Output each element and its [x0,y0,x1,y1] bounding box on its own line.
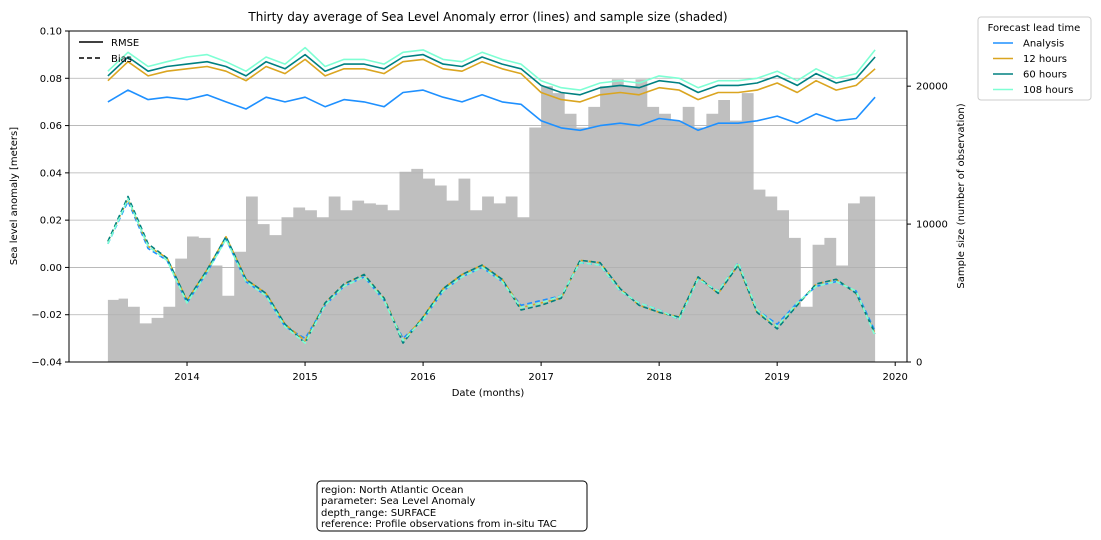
y-tick-label: −0.04 [31,358,62,369]
y2-tick-label: 0 [916,358,922,369]
series-legend-box [977,16,1092,101]
style-legend-label: Bias [111,54,132,65]
x-tick-label: 2015 [292,372,317,383]
bias-line-12-hours [107,198,876,342]
sample-size-area [107,79,876,363]
chart-title: Thirty day average of Sea Level Anomaly … [247,10,727,24]
y-tick-label: 0.00 [40,263,62,274]
info-line-depth: depth_range: SURFACE [321,508,436,519]
y-tick-label: −0.02 [31,310,62,321]
x-tick-label: 2014 [174,372,199,383]
y2-axis-ticks: 0 10000 20000 [907,82,948,369]
info-line-region: region: North Atlantic Ocean [321,485,464,496]
info-box: region: North Atlantic Ocean parameter: … [316,480,588,532]
y-axis-ticks: −0.04 −0.02 0.00 0.02 0.04 0.06 0.08 0.10 [31,27,69,369]
x-axis-ticks: 2014 2015 2016 2017 2018 2019 2020 [174,362,908,383]
x-tick-label: 2019 [764,372,789,383]
legend-label: Analysis [1023,39,1064,50]
bias-line-108-hours [107,198,876,344]
style-legend: RMSE Bias [79,38,139,65]
info-line-parameter: parameter: Sea Level Anomaly [321,496,475,507]
y-tick-label: 0.10 [40,27,62,38]
series-legend: Forecast lead time Analysis 12 hours 60 ho… [977,16,1092,101]
bias-line-60-hours [107,195,876,344]
y-axis-label: Sea level anomaly [meters] [9,127,20,265]
y-tick-label: 0.08 [40,74,62,85]
x-tick-label: 2017 [528,372,553,383]
bias-line-analysis [107,200,876,340]
y-tick-label: 0.04 [40,168,62,179]
rmse-line-60-hours [107,53,876,96]
legend-label: 12 hours [1023,54,1067,65]
series-legend-title: Forecast lead time [988,23,1081,34]
plot-frame [68,30,908,363]
legend-label: 60 hours [1023,70,1067,81]
x-tick-label: 2018 [646,372,671,383]
info-line-reference: reference: Profile observations from in-… [321,519,557,530]
y2-axis-label: Sample size (number of observation) [956,103,967,288]
x-tick-label: 2016 [410,372,435,383]
x-axis-label: Date (months) [452,388,525,399]
legend-label: 108 hours [1023,85,1073,96]
rmse-line-analysis [107,89,876,132]
y2-tick-label: 10000 [916,220,948,231]
info-box-frame [316,480,588,532]
rmse-line-12-hours [107,58,876,103]
style-legend-label: RMSE [111,38,139,49]
series-lines [107,46,876,344]
y2-tick-label: 20000 [916,82,948,93]
x-tick-label: 2020 [882,372,907,383]
rmse-line-108-hours [107,46,876,91]
sample-size-bars [107,79,876,363]
y-tick-label: 0.02 [40,216,62,227]
y-tick-label: 0.06 [40,121,62,132]
